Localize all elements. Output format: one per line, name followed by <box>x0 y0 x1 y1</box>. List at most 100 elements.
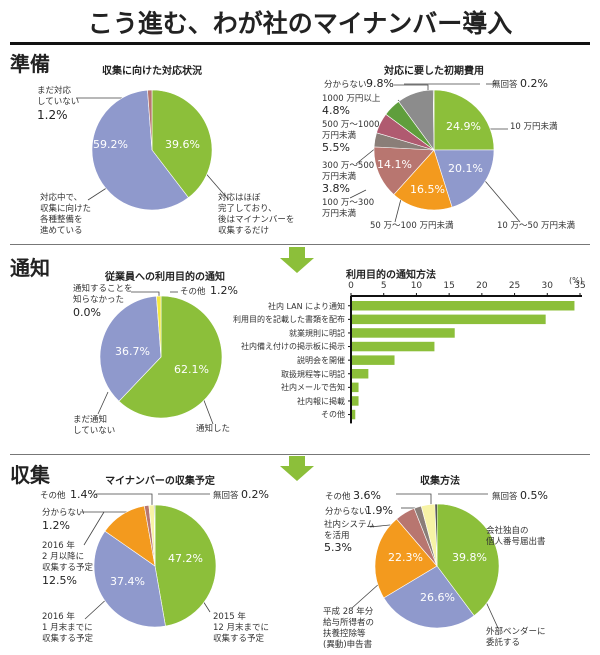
label-line: 委託する <box>486 638 521 648</box>
x-tick-label: 10 <box>410 281 423 291</box>
pie-chart-0 <box>91 89 213 211</box>
chart3-notyet-label: まだ通知 していない <box>73 415 115 437</box>
chart2-10-50-pct: 20.1% <box>448 162 483 175</box>
chart3-other-label: その他 <box>180 287 206 297</box>
pie-chart-1 <box>373 89 495 211</box>
arrow-down-icon <box>280 456 314 481</box>
chart5-other-pct: 1.4% <box>70 488 98 501</box>
section-divider-1 <box>10 244 590 245</box>
leader-line <box>479 174 521 223</box>
chart2-lt10-pct: 24.9% <box>446 120 481 133</box>
label-line: (異動)申告書 <box>323 640 373 650</box>
bar <box>352 369 369 379</box>
bar-category-label: 社内備え付けの掲示板に掲示 <box>241 342 345 352</box>
chart6-title: 収集方法 <box>420 476 460 487</box>
label-line: 外部ベンダーに <box>486 627 546 637</box>
section-prep: 準備 <box>10 52 50 76</box>
section-notify: 通知 <box>10 256 50 280</box>
label-line: 知らなかった <box>73 295 125 305</box>
leader-line <box>351 582 381 609</box>
chart5-noanswer-pct: 0.2% <box>241 488 269 501</box>
chart2-50-100-pct: 16.5% <box>410 183 445 196</box>
label-line: まだ通知 <box>73 415 108 425</box>
pie-slice <box>151 89 213 199</box>
label-line: 2016 年 <box>42 612 75 622</box>
chart2-noanswer-pct: 0.2% <box>520 77 548 90</box>
chart1-done-pct: 39.6% <box>165 138 200 151</box>
chart3-didntknow-label: 通知することを 知らなかった <box>73 284 133 306</box>
label-line: 後はマイナンバーを <box>218 215 295 225</box>
chart2-500-1000-pct: 5.5% <box>322 141 350 154</box>
label-line: 2 月以降に <box>42 552 85 562</box>
chart6-other-label: その他 <box>325 492 351 502</box>
chart3-done-pct: 62.1% <box>174 363 209 376</box>
chart5-jan2016-pct: 37.4% <box>110 575 145 588</box>
pie-slice <box>99 295 162 402</box>
chart6-unknown-pct: 1.9% <box>365 504 393 517</box>
label-line: 会社独自の <box>486 526 529 536</box>
label-line: 個人番号届出書 <box>486 537 546 547</box>
pie-slice <box>373 146 435 195</box>
x-tick-label: 35 <box>574 281 586 291</box>
chart2-1000-pct: 4.8% <box>322 104 350 117</box>
label-line: 対応中で、 <box>40 193 83 203</box>
label-line: 2016 年 <box>42 541 75 551</box>
pie-slice <box>434 503 438 567</box>
chart2-500-1000-label: 500 万～1000 万円未満 <box>322 120 380 142</box>
chart5-dec2015-label: 2015 年 12 月末までに 収集する予定 <box>213 612 269 645</box>
pie-slice <box>383 565 475 629</box>
chart3-other-pct: 1.2% <box>210 284 238 297</box>
bar-category-label: 利用目的を記載した書類を配布 <box>233 315 345 325</box>
x-tick-label: 15 <box>443 281 455 291</box>
chart3-notyet-pct: 36.7% <box>115 345 150 358</box>
pie-slice <box>374 518 438 599</box>
chart5-dec2015-pct: 47.2% <box>168 552 203 565</box>
chart5-jan2016-label: 2016 年 1 月末までに 収集する予定 <box>42 612 93 645</box>
chart6-vendor-pct: 26.6% <box>420 591 455 604</box>
label-line: 100 万～300 <box>322 198 375 208</box>
label-line: 万円未満 <box>322 172 357 182</box>
bar <box>352 382 359 393</box>
chart2-10-50-label: 10 万～50 万円未満 <box>497 221 576 231</box>
arrow-down-icon <box>280 247 314 273</box>
bar-category-label: その他 <box>321 410 345 420</box>
chart6-system-label: 社内システム を活用 <box>324 520 375 542</box>
pie-slice <box>118 295 223 419</box>
chart5-noanswer-label: 無回答 <box>213 491 239 501</box>
chart1-notyet-pct: 1.2% <box>37 108 68 122</box>
chart2-unknown-pct: 9.8% <box>366 77 394 90</box>
pie-slice <box>433 149 495 208</box>
chart6-tax-label: 平成 28 年分 給与所得者の 扶養控除等 (異動)申告書 <box>323 607 374 651</box>
label-line: 1 月末までに <box>42 623 93 633</box>
label-line: 収集する予定 <box>42 563 94 573</box>
chart5-feb2016-pct: 12.5% <box>42 574 77 587</box>
label-line: 通知することを <box>73 284 133 294</box>
label-line: 万円未満 <box>322 209 357 219</box>
leader-line <box>349 189 367 199</box>
chart2-50-100-label: 50 万～100 万円未満 <box>370 221 454 231</box>
chart3-didntknow-pct: 0.0% <box>73 306 101 319</box>
label-line: 給与所得者の <box>323 618 375 628</box>
chart6-noanswer-pct: 0.5% <box>520 489 548 502</box>
bar-category-label: 説明会を開催 <box>297 355 345 365</box>
label-line: 進めている <box>40 226 83 236</box>
bar-category-label: 社内メールで告知 <box>281 383 345 393</box>
chart6-system-pct: 5.3% <box>324 541 352 554</box>
bar-chart <box>348 293 582 424</box>
label-line: 収集する予定 <box>42 634 94 644</box>
chart5-unknown-pct: 1.2% <box>42 519 70 532</box>
chart2-1000-label: 1000 万円以上 <box>322 94 381 104</box>
leader-line <box>97 391 109 415</box>
bar <box>352 341 435 352</box>
pie-chart-5 <box>374 503 500 629</box>
label-line: 300 万～500 <box>322 161 375 171</box>
chart2-300-500-label: 300 万～500 万円未満 <box>322 161 374 183</box>
chart4-title: 利用目的の通知方法 <box>346 270 436 281</box>
pie-chart-4 <box>93 504 217 628</box>
label-line: 扶養控除等 <box>323 629 366 639</box>
chart2-300-500-pct: 3.8% <box>322 182 350 195</box>
label-line: 万円未満 <box>322 131 357 141</box>
pie-slice <box>91 89 189 211</box>
chart6-tax-pct: 22.3% <box>388 551 423 564</box>
